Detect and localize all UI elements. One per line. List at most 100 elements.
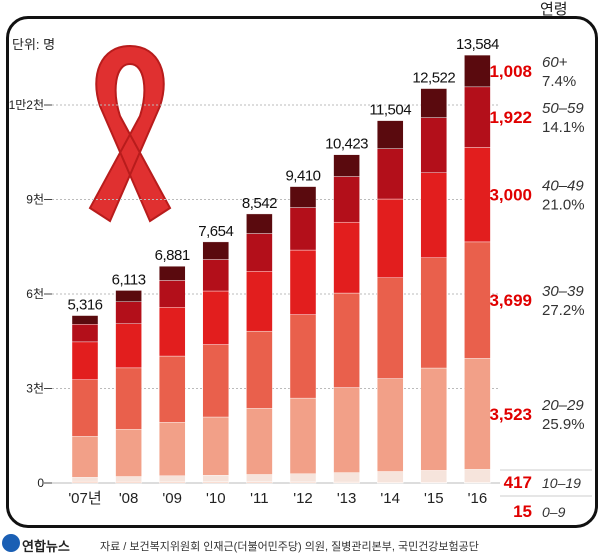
bar-segment-10–19: [71, 477, 99, 482]
x-category-label: '10: [206, 490, 226, 507]
bar-segment-60+: [246, 213, 273, 234]
bar-segment-40–49: [464, 147, 491, 243]
bar-segment-50–59: [289, 207, 317, 251]
y-tick-label: 9천: [26, 192, 44, 207]
x-category-label: '13: [337, 490, 357, 507]
bar-segment-10–19: [464, 469, 491, 483]
annotation-age: 50–59: [542, 100, 584, 117]
bar-segment-20–29: [115, 429, 142, 477]
annotation-pct: 25.9%: [542, 416, 585, 433]
bar-segment-10–19: [202, 475, 230, 482]
bar-segment-20–29: [202, 416, 230, 476]
bar-segment-50–59: [464, 86, 491, 148]
bar-segment-30–39: [420, 257, 447, 369]
x-category-label: '08: [119, 490, 139, 507]
footer-source: 자료 / 보건복지위원회 인재근(더불어민주당) 의원, 질병관리본부, 국민건…: [100, 541, 479, 553]
x-category-label: '07년: [68, 490, 101, 507]
x-category-label: '14: [380, 490, 400, 507]
bar-segment-30–39: [115, 367, 142, 430]
y-tick-label: 3천: [26, 381, 44, 396]
bar-segment-20–29: [158, 422, 186, 476]
annotation-pct: 27.2%: [542, 302, 585, 319]
annotation-value: 3,699: [489, 291, 532, 310]
bar-segment-60+: [71, 315, 99, 325]
annotation-age: 10–19: [542, 475, 581, 491]
annotation-age: 40–49: [542, 178, 584, 195]
bar-total-label: 8,542: [242, 195, 277, 212]
bar-segment-60+: [202, 241, 230, 260]
bar-segment-30–39: [464, 241, 491, 359]
bar-segment-40–49: [158, 307, 186, 357]
x-category-label: '09: [162, 490, 182, 507]
x-category-label: '16: [468, 490, 488, 507]
y-tick-label: 0: [37, 476, 44, 490]
bar-segment-40–49: [71, 341, 99, 380]
y-tick-label: 6천: [26, 286, 44, 301]
bar-segment-60+: [115, 290, 142, 302]
bar-total-label: 13,584: [456, 36, 499, 53]
bar-segment-40–49: [333, 221, 360, 294]
bar-segment-20–29: [464, 358, 491, 470]
bar-segment-50–59: [71, 324, 99, 343]
annotation-age: 60+: [542, 54, 568, 71]
bar-segment-50–59: [158, 280, 186, 308]
bar-total-label: 10,423: [325, 136, 368, 153]
bar-segment-10–19: [333, 472, 360, 483]
footer-agency: 연합뉴스: [22, 539, 70, 554]
bar-segment-30–39: [202, 344, 230, 418]
annotation-value: 15: [513, 502, 532, 521]
bar-segment-10–19: [289, 473, 317, 483]
bar-segment-60+: [420, 88, 447, 118]
bar-segment-0–9: [71, 480, 99, 484]
bar-segment-20–29: [71, 436, 99, 478]
bar-segment-10–19: [158, 475, 186, 482]
annotation-age: 30–39: [542, 283, 584, 300]
annotation-pct: 7.4%: [542, 73, 576, 90]
bar-total-label: 9,410: [285, 168, 320, 185]
bar-segment-20–29: [377, 378, 404, 472]
x-category-label: '15: [424, 490, 444, 507]
bar-segment-20–29: [289, 397, 317, 474]
bar-segment-10–19: [420, 470, 447, 483]
annotation-age: 20–29: [541, 397, 584, 414]
bar-segment-0–9: [115, 481, 142, 484]
bar-segment-0–9: [158, 481, 186, 484]
bar-total-label: 6,113: [112, 271, 146, 288]
bar-segment-60+: [333, 154, 360, 177]
bar-segment-40–49: [377, 198, 404, 278]
x-category-label: '12: [293, 490, 313, 507]
bar-segment-40–49: [246, 271, 273, 332]
bar-segment-50–59: [333, 176, 360, 223]
bar-segment-60+: [377, 120, 404, 149]
y-tick-label: 1만2천: [9, 97, 44, 112]
bar-total-label: 7,654: [198, 223, 233, 240]
annotation-value: 1,922: [489, 108, 532, 127]
annotation-value: 1,008: [489, 62, 532, 81]
bar-segment-20–29: [246, 408, 273, 475]
bar-segment-60+: [158, 266, 186, 281]
bar-segment-40–49: [202, 290, 230, 345]
bar-segment-20–29: [333, 387, 360, 473]
bar-segment-60+: [289, 186, 317, 208]
bar-segment-10–19: [377, 471, 404, 483]
bar-segment-40–49: [115, 323, 142, 369]
bar-segment-40–49: [420, 172, 447, 258]
unit-label: 단위: 명: [12, 37, 56, 52]
bar-segment-30–39: [289, 314, 317, 399]
bar-segment-30–39: [71, 379, 99, 437]
bar-segment-30–39: [333, 292, 360, 388]
bar-segment-10–19: [115, 476, 142, 482]
annotation-value: 3,000: [489, 186, 532, 205]
bar-total-label: 12,522: [412, 70, 455, 87]
annotation-age: 0–9: [542, 504, 566, 520]
bar-segment-30–39: [158, 355, 186, 423]
chart-area: 연령 0 3천 6천 9천 1만2천 5,316 '07년 6,113 '08 6,881 '09…: [9, 1, 592, 521]
annotation-value: 417: [504, 473, 532, 492]
bar-total-label: 5,316: [67, 297, 102, 314]
bar-segment-50–59: [420, 117, 447, 173]
x-category-label: '11: [250, 490, 268, 507]
bar-segment-50–59: [377, 148, 404, 200]
bar-segment-50–59: [246, 233, 273, 272]
agency-logo-icon: [2, 534, 20, 552]
bar-segment-10–19: [246, 474, 273, 482]
